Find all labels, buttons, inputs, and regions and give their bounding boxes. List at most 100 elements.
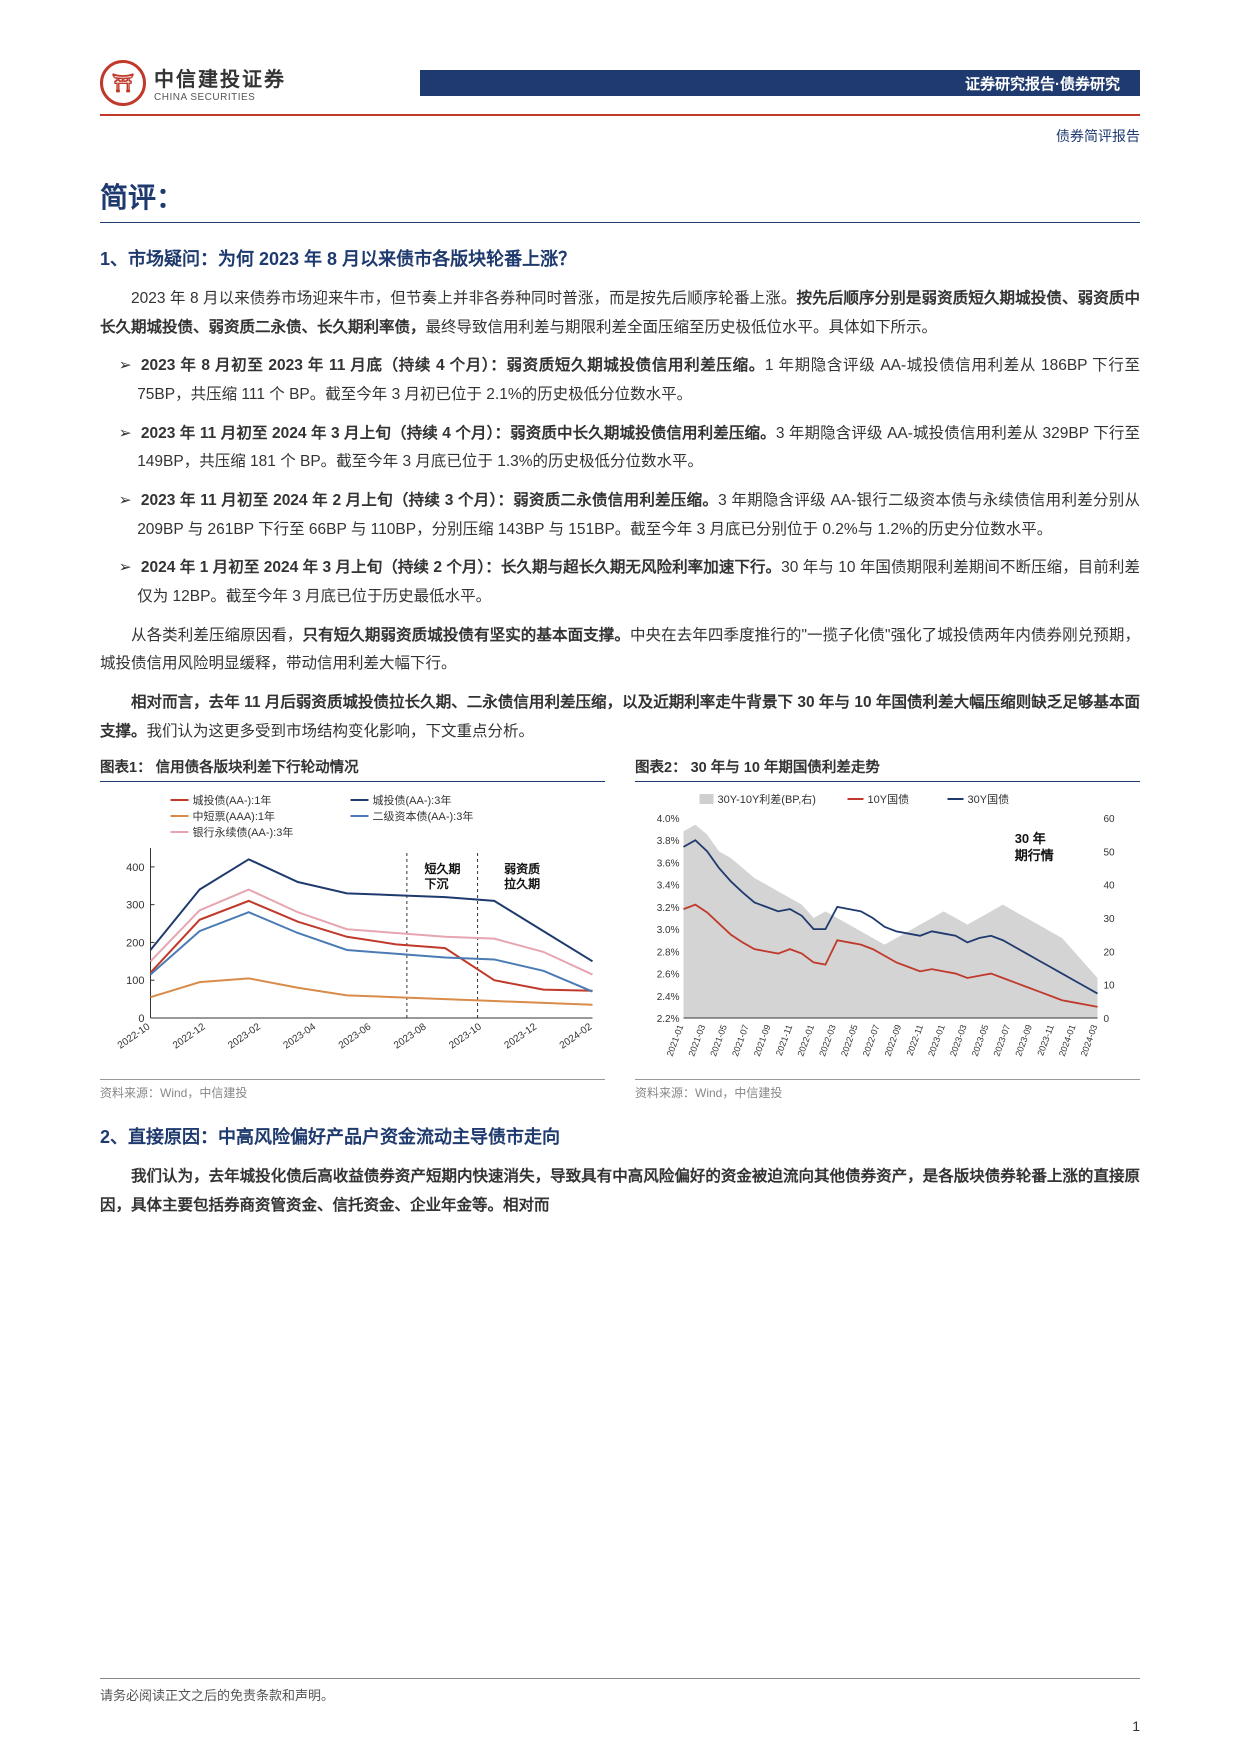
svg-text:2023-02: 2023-02 — [226, 1022, 263, 1052]
svg-text:2021-11: 2021-11 — [774, 1024, 794, 1058]
svg-text:中短票(AAA):1年: 中短票(AAA):1年 — [193, 809, 276, 823]
chart2-title: 图表2： 30 年与 10 年期国债利差走势 — [635, 756, 1140, 777]
svg-text:下沉: 下沉 — [425, 876, 449, 891]
svg-text:2022-01: 2022-01 — [795, 1024, 816, 1058]
section1-para3: 相对而言，去年 11 月后弱资质城投债拉长久期、二永债信用利差压缩，以及近期利率… — [100, 689, 1140, 746]
section2-heading: 2、直接原因：中高风险偏好产品户资金流动主导债市走向 — [100, 1123, 1140, 1149]
svg-text:3.4%: 3.4% — [657, 881, 680, 892]
svg-text:期行情: 期行情 — [1015, 848, 1054, 863]
svg-text:2022-12: 2022-12 — [171, 1022, 208, 1052]
chart1-block: 图表1： 信用债各版块利差下行轮动情况 城投债(AA-):1年城投债(AA-):… — [100, 756, 605, 1101]
text: 我们认为这更多受到市场结构变化影响，下文重点分析。 — [147, 723, 535, 740]
text: 从各类利差压缩原因看， — [131, 627, 303, 644]
subhead: 债券简评报告 — [100, 126, 1140, 146]
chart2-rule — [635, 781, 1140, 782]
chart2-block: 图表2： 30 年与 10 年期国债利差走势 30Y-10Y利差(BP,右) 10… — [635, 756, 1140, 1101]
svg-text:2024-03: 2024-03 — [1079, 1024, 1100, 1058]
svg-text:30: 30 — [1104, 914, 1116, 925]
svg-text:2023-11: 2023-11 — [1035, 1024, 1055, 1058]
svg-text:2023-03: 2023-03 — [948, 1024, 969, 1058]
svg-text:2023-08: 2023-08 — [392, 1022, 429, 1052]
logo-block: ⛩ 中信建投证券 CHINA SECURITIES — [100, 60, 286, 106]
svg-text:二级资本债(AA-):3年: 二级资本债(AA-):3年 — [373, 809, 474, 823]
svg-text:100: 100 — [126, 976, 144, 988]
charts-row: 图表1： 信用债各版块利差下行轮动情况 城投债(AA-):1年城投债(AA-):… — [100, 756, 1140, 1101]
svg-text:城投债(AA-):3年: 城投债(AA-):3年 — [373, 793, 452, 807]
page-number: 1 — [1132, 1718, 1140, 1734]
svg-text:2023-06: 2023-06 — [337, 1022, 374, 1052]
svg-text:2.4%: 2.4% — [657, 992, 680, 1003]
footer-rule — [100, 1678, 1140, 1679]
bullet-item: 2023 年 8 月初至 2023 年 11 月底（持续 4 个月）：弱资质短久… — [100, 352, 1140, 409]
chart2-source: 资料来源：Wind，中信建投 — [635, 1084, 1140, 1101]
chart1-svg: 城投债(AA-):1年 城投债(AA-):3年中短票(AAA):1年 二级资本债(A… — [100, 788, 605, 1068]
text-bold: 我们认为，去年城投化债后高收益债券资产短期内快速消失，导致具有中高风险偏好的资金… — [100, 1168, 1140, 1214]
svg-text:2022-11: 2022-11 — [905, 1024, 925, 1058]
chart2-svg: 30Y-10Y利差(BP,右)10Y国债30Y国债2.2%2.4%2.6%2.8… — [635, 788, 1140, 1068]
svg-text:50: 50 — [1104, 848, 1116, 859]
svg-text:2.6%: 2.6% — [657, 970, 680, 981]
svg-text:2021-03: 2021-03 — [686, 1024, 707, 1058]
svg-text:2023-09: 2023-09 — [1013, 1024, 1034, 1058]
bullet-item: 2023 年 11 月初至 2024 年 3 月上旬（持续 4 个月）：弱资质中… — [100, 420, 1140, 477]
commentary-title: 简评： — [100, 176, 1140, 216]
svg-text:2022-05: 2022-05 — [839, 1024, 860, 1058]
chart2-rule-bottom — [635, 1079, 1140, 1080]
title-rule — [100, 222, 1140, 223]
logo-icon: ⛩ — [100, 60, 146, 106]
svg-text:0: 0 — [1104, 1014, 1110, 1025]
svg-text:3.6%: 3.6% — [657, 859, 680, 870]
svg-text:2.8%: 2.8% — [657, 948, 680, 959]
header-stripe: 证券研究报告·债券研究 — [420, 70, 1140, 96]
svg-text:20: 20 — [1104, 948, 1116, 959]
bullet-item: 2023 年 11 月初至 2024 年 2 月上旬（持续 3 个月）：弱资质二… — [100, 487, 1140, 544]
text: 最终导致信用利差与期限利差全面压缩至历史极低位水平。具体如下所示。 — [426, 319, 938, 336]
svg-text:2023-12: 2023-12 — [503, 1022, 540, 1052]
svg-text:30 年: 30 年 — [1015, 831, 1046, 846]
svg-text:2022-07: 2022-07 — [861, 1024, 882, 1058]
svg-text:30Y国债: 30Y国债 — [968, 792, 1010, 806]
header-rule — [100, 114, 1140, 116]
svg-text:2022-10: 2022-10 — [116, 1022, 153, 1052]
footer-text: 请务必阅读正文之后的免责条款和声明。 — [100, 1685, 1140, 1704]
svg-text:2023-10: 2023-10 — [447, 1022, 484, 1052]
svg-text:2021-09: 2021-09 — [752, 1024, 773, 1058]
svg-text:2023-01: 2023-01 — [926, 1024, 947, 1058]
bullet-list: 2023 年 8 月初至 2023 年 11 月底（持续 4 个月）：弱资质短久… — [100, 352, 1140, 611]
svg-text:10: 10 — [1104, 981, 1116, 992]
logo-text-en: CHINA SECURITIES — [154, 92, 286, 103]
svg-text:4.0%: 4.0% — [657, 814, 680, 825]
report-header: ⛩ 中信建投证券 CHINA SECURITIES 证券研究报告·债券研究 — [100, 60, 1140, 106]
bullet-item: 2024 年 1 月初至 2024 年 3 月上旬（持续 2 个月）：长久期与超… — [100, 554, 1140, 611]
svg-text:银行永续债(AA-):3年: 银行永续债(AA-):3年 — [193, 825, 294, 839]
chart1-rule — [100, 781, 605, 782]
svg-text:300: 300 — [126, 900, 144, 912]
svg-text:弱资质: 弱资质 — [504, 861, 540, 876]
svg-text:2022-03: 2022-03 — [817, 1024, 838, 1058]
svg-text:10Y国债: 10Y国债 — [868, 792, 910, 806]
svg-text:短久期: 短久期 — [425, 861, 461, 876]
svg-text:2023-05: 2023-05 — [970, 1024, 991, 1058]
svg-text:2021-05: 2021-05 — [708, 1024, 729, 1058]
chart1-source: 资料来源：Wind，中信建投 — [100, 1084, 605, 1101]
footer: 请务必阅读正文之后的免责条款和声明。 — [100, 1678, 1140, 1704]
section1-para1: 2023 年 8 月以来债券市场迎来牛市，但节奏上并非各券种同时普涨，而是按先后… — [100, 285, 1140, 342]
text-bold: 只有短久期弱资质城投债有坚实的基本面支撑。 — [303, 627, 630, 644]
svg-text:城投债(AA-):1年: 城投债(AA-):1年 — [193, 793, 272, 807]
svg-text:2024-02: 2024-02 — [558, 1022, 595, 1052]
svg-text:2022-09: 2022-09 — [883, 1024, 904, 1058]
svg-text:40: 40 — [1104, 881, 1116, 892]
svg-text:30Y-10Y利差(BP,右): 30Y-10Y利差(BP,右) — [718, 792, 816, 806]
section1-heading: 1、市场疑问：为何 2023 年 8 月以来债市各版块轮番上涨？ — [100, 245, 1140, 271]
svg-text:3.8%: 3.8% — [657, 837, 680, 848]
chart1-title: 图表1： 信用债各版块利差下行轮动情况 — [100, 756, 605, 777]
logo-text-cn: 中信建投证券 — [154, 63, 286, 92]
svg-text:2024-01: 2024-01 — [1057, 1024, 1078, 1058]
svg-text:200: 200 — [126, 938, 144, 950]
svg-text:2023-07: 2023-07 — [992, 1024, 1013, 1058]
svg-text:拉久期: 拉久期 — [504, 876, 540, 891]
section2-para1: 我们认为，去年城投化债后高收益债券资产短期内快速消失，导致具有中高风险偏好的资金… — [100, 1163, 1140, 1220]
chart1-rule-bottom — [100, 1079, 605, 1080]
svg-text:2021-01: 2021-01 — [665, 1024, 686, 1058]
svg-text:3.0%: 3.0% — [657, 926, 680, 937]
